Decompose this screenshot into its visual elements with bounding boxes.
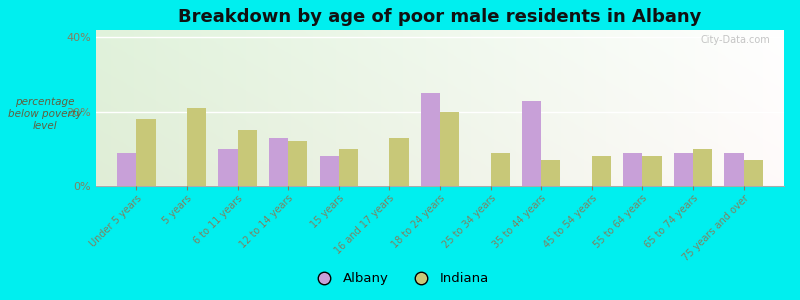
Bar (390, 138, 409, 186)
Bar (592, 156, 611, 186)
Bar (541, 160, 560, 186)
Bar (218, 149, 238, 186)
Bar (339, 149, 358, 186)
Title: Breakdown by age of poor male residents in Albany: Breakdown by age of poor male residents … (178, 8, 702, 26)
Bar (288, 141, 307, 186)
Bar (118, 153, 137, 186)
Bar (693, 149, 712, 186)
Bar (724, 153, 743, 186)
Bar (642, 156, 662, 186)
Bar (319, 156, 339, 186)
Bar (522, 100, 541, 186)
Bar (440, 112, 459, 186)
Bar (743, 160, 762, 186)
Bar (269, 138, 288, 186)
Bar (187, 108, 206, 186)
Bar (137, 119, 156, 186)
Bar (421, 93, 440, 186)
Bar (238, 130, 257, 186)
Bar (623, 153, 642, 186)
Bar (490, 153, 510, 186)
Bar (674, 153, 693, 186)
Text: percentage
below poverty
level: percentage below poverty level (8, 98, 82, 130)
Text: City-Data.com: City-Data.com (701, 35, 770, 45)
Legend: Albany, Indiana: Albany, Indiana (306, 267, 494, 290)
